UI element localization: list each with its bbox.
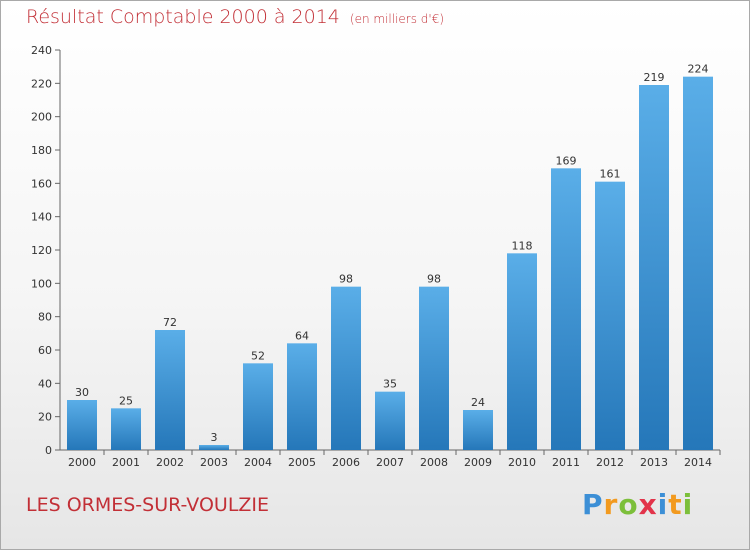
bar-2009 xyxy=(463,410,493,450)
x-tick-label: 2001 xyxy=(112,456,140,469)
bar-2004 xyxy=(243,363,273,450)
x-tick-label: 2013 xyxy=(640,456,668,469)
bar-2010 xyxy=(507,253,537,450)
data-label-2011: 169 xyxy=(556,154,577,167)
bar-2012 xyxy=(595,181,625,450)
logo-letter: r xyxy=(603,488,619,521)
y-tick-label: 100 xyxy=(31,277,52,290)
y-tick-label: 180 xyxy=(31,144,52,157)
commune-name: LES ORMES-SUR-VOULZIE xyxy=(26,494,270,516)
x-tick-label: 2010 xyxy=(508,456,536,469)
x-tick-label: 2004 xyxy=(244,456,272,469)
y-tick-label: 240 xyxy=(31,44,52,57)
y-tick-label: 160 xyxy=(31,177,52,190)
y-tick-label: 20 xyxy=(38,411,52,424)
x-tick-label: 2008 xyxy=(420,456,448,469)
bar-2014 xyxy=(683,76,713,451)
bar-2008 xyxy=(419,286,449,450)
logo-letter: i xyxy=(682,488,694,521)
bar-2007 xyxy=(375,391,405,450)
bar-2013 xyxy=(639,85,669,450)
chart-subtitle: (en milliers d'€) xyxy=(349,12,445,26)
x-tick-label: 2011 xyxy=(552,456,580,469)
x-tick-label: 2000 xyxy=(68,456,96,469)
logo-letter: t xyxy=(668,488,683,521)
data-label-2000: 30 xyxy=(75,386,89,399)
bar-2001 xyxy=(111,408,141,450)
chart-title: Résultat Comptable 2000 à 2014 (en millie… xyxy=(26,6,444,28)
y-tick-label: 60 xyxy=(38,344,52,357)
data-label-2005: 64 xyxy=(295,329,309,342)
data-label-2013: 219 xyxy=(644,71,665,84)
x-tick-label: 2007 xyxy=(376,456,404,469)
data-label-2007: 35 xyxy=(383,378,397,391)
y-tick-label: 200 xyxy=(31,111,52,124)
data-label-2014: 224 xyxy=(688,63,709,76)
bar-2003 xyxy=(199,445,229,450)
x-tick-label: 2012 xyxy=(596,456,624,469)
logo-letter: P xyxy=(582,488,604,521)
data-label-2006: 98 xyxy=(339,273,353,286)
y-tick-label: 120 xyxy=(31,244,52,257)
x-tick-label: 2005 xyxy=(288,456,316,469)
proxiti-logo: Proxiti xyxy=(582,488,693,521)
data-label-2003: 3 xyxy=(211,431,218,444)
y-tick-label: 0 xyxy=(45,444,52,457)
x-tick-label: 2002 xyxy=(156,456,184,469)
logo-letter: o xyxy=(618,488,639,521)
chart-title-text: Résultat Comptable 2000 à 2014 xyxy=(26,6,340,28)
bar-2011 xyxy=(551,168,581,451)
x-tick-label: 2006 xyxy=(332,456,360,469)
bar-2006 xyxy=(331,286,361,450)
x-tick-label: 2003 xyxy=(200,456,228,469)
data-label-2008: 98 xyxy=(427,273,441,286)
data-label-2009: 24 xyxy=(471,396,485,409)
logo-letter: x xyxy=(638,488,658,521)
data-label-2010: 118 xyxy=(512,239,533,252)
bar-2005 xyxy=(287,343,317,450)
bar-2002 xyxy=(155,330,185,450)
x-tick-label: 2014 xyxy=(684,456,712,469)
x-tick-label: 2009 xyxy=(464,456,492,469)
y-tick-label: 80 xyxy=(38,311,52,324)
data-label-2004: 52 xyxy=(251,349,265,362)
logo-letter: i xyxy=(657,488,669,521)
y-tick-label: 40 xyxy=(38,377,52,390)
bar-2000 xyxy=(67,400,97,450)
data-label-2012: 161 xyxy=(600,168,621,181)
data-label-2001: 25 xyxy=(119,394,133,407)
y-tick-label: 140 xyxy=(31,211,52,224)
y-tick-label: 220 xyxy=(31,77,52,90)
data-label-2002: 72 xyxy=(163,316,177,329)
